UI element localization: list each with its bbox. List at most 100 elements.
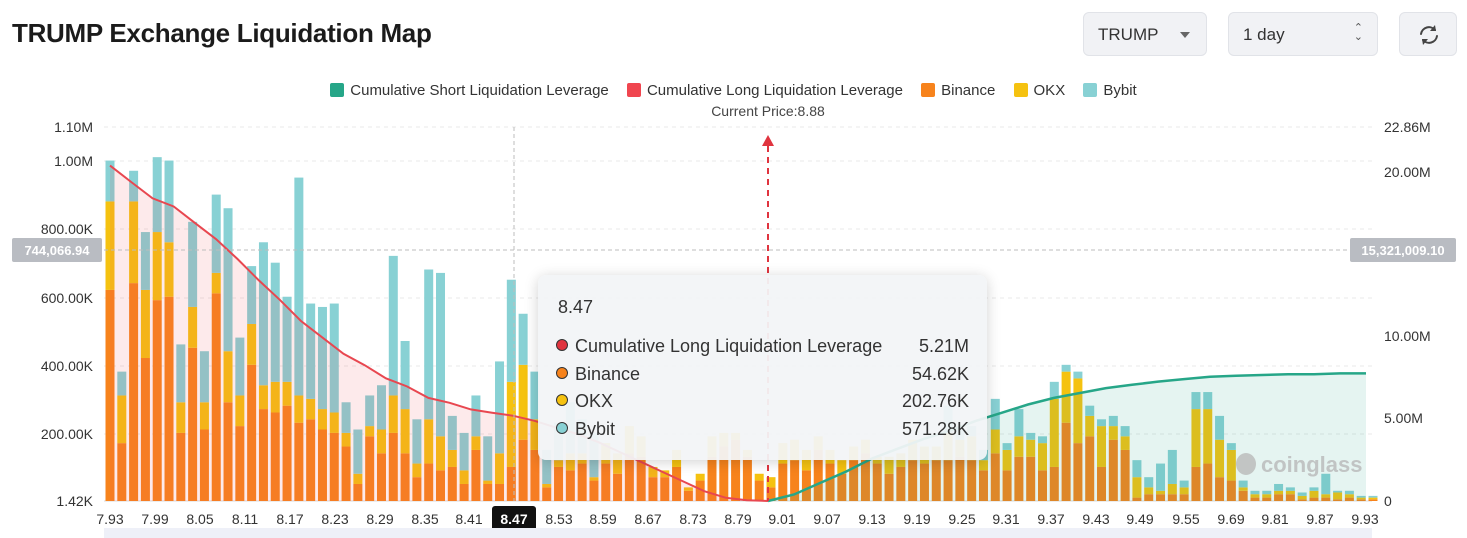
bar-binance bbox=[388, 432, 398, 501]
bar-binance bbox=[1250, 497, 1260, 501]
crosshair-right-value: 15,321,009.10 bbox=[1361, 243, 1444, 258]
bar-bybit bbox=[1297, 492, 1307, 496]
chart-scrollbar[interactable] bbox=[104, 528, 1372, 538]
bar-okx bbox=[436, 436, 446, 471]
bar-bybit bbox=[1014, 409, 1024, 437]
bar-okx bbox=[223, 351, 233, 403]
bar-binance bbox=[896, 466, 906, 501]
bar-okx bbox=[117, 395, 127, 444]
bar-okx bbox=[400, 409, 410, 454]
bar-okx bbox=[1049, 398, 1059, 467]
long-cumulative-line bbox=[109, 164, 769, 502]
bar-binance bbox=[1356, 499, 1366, 501]
bar-binance bbox=[908, 460, 918, 501]
crosshair-x-badge bbox=[492, 506, 536, 532]
bar-okx bbox=[1037, 443, 1047, 471]
x-axis-tick: 9.25 bbox=[948, 511, 975, 527]
bar-bybit bbox=[483, 436, 493, 481]
bar-binance bbox=[1061, 422, 1071, 501]
bar-okx bbox=[695, 473, 705, 481]
tooltip-dot-binance bbox=[556, 366, 568, 379]
tooltip-header: 8.47 bbox=[558, 297, 594, 317]
legend-item-binance[interactable]: Binance bbox=[921, 82, 995, 99]
bar-bybit bbox=[412, 419, 422, 464]
bar-okx bbox=[282, 381, 292, 406]
bar-binance bbox=[849, 460, 859, 501]
bar-bybit bbox=[1073, 371, 1083, 379]
bar-bybit bbox=[1356, 495, 1366, 498]
bar-bybit bbox=[376, 385, 386, 430]
bar-binance bbox=[211, 293, 221, 501]
bar-binance bbox=[683, 490, 693, 501]
left-axis-tick: 200.00K bbox=[41, 426, 94, 442]
legend-swatch-long bbox=[626, 83, 641, 97]
bar-bybit bbox=[424, 269, 434, 420]
bar-bybit bbox=[1085, 405, 1095, 416]
legend-item-short[interactable]: Cumulative Short Liquidation Leverage bbox=[330, 82, 609, 99]
right-axis-tick: 22.86M bbox=[1384, 119, 1431, 135]
bar-okx bbox=[1250, 494, 1260, 498]
bar-binance bbox=[247, 364, 257, 501]
left-axis-tick: 1.42K bbox=[56, 493, 93, 509]
bar-okx bbox=[1156, 490, 1166, 495]
up-down-icon: ⌃ ⌄ bbox=[1353, 22, 1363, 43]
bar-binance bbox=[1238, 490, 1248, 501]
bar-bybit bbox=[1203, 392, 1213, 410]
bar-okx bbox=[483, 480, 493, 484]
bar-bybit bbox=[1061, 364, 1071, 372]
bar-okx bbox=[648, 466, 658, 478]
bar-binance bbox=[1014, 456, 1024, 501]
bar-okx bbox=[1226, 449, 1236, 481]
legend-item-long[interactable]: Cumulative Long Liquidation Leverage bbox=[626, 82, 903, 99]
left-axis-tick: 400.00K bbox=[41, 358, 94, 374]
bar-binance bbox=[270, 412, 280, 501]
bar-binance bbox=[565, 470, 575, 501]
tooltip-value: 54.62K bbox=[911, 363, 969, 384]
short-cumulative-line bbox=[767, 372, 1366, 503]
legend-swatch-okx bbox=[1013, 83, 1028, 97]
bar-okx bbox=[1262, 494, 1272, 498]
x-axis-tick: 8.35 bbox=[411, 511, 438, 527]
bar-okx bbox=[683, 487, 693, 491]
coinglass-watermark: coinglass bbox=[1236, 452, 1362, 478]
bar-binance bbox=[860, 453, 870, 501]
interval-select[interactable]: 1 day ⌃ ⌄ bbox=[1228, 12, 1378, 56]
bar-bybit bbox=[329, 303, 339, 413]
chart-legend: Cumulative Short Liquidation Leverage Cu… bbox=[0, 82, 1467, 99]
bar-bybit bbox=[506, 279, 516, 382]
x-axis-tick: 9.01 bbox=[768, 511, 795, 527]
bar-binance bbox=[636, 456, 646, 501]
bar-binance bbox=[365, 436, 375, 501]
tooltip-row-okx: OKX 202.76K bbox=[556, 391, 969, 419]
tooltip-row-binance: Binance 54.62K bbox=[556, 364, 969, 392]
current-price-label: Current Price:8.88 bbox=[711, 103, 825, 119]
bar-binance bbox=[1144, 494, 1154, 501]
long-area bbox=[110, 165, 768, 501]
crosshair-left-badge bbox=[12, 238, 102, 262]
bar-okx bbox=[554, 460, 564, 467]
bar-binance bbox=[518, 439, 528, 501]
legend-item-bybit[interactable]: Bybit bbox=[1083, 82, 1137, 99]
bar-binance bbox=[1002, 470, 1012, 501]
bar-binance bbox=[471, 449, 481, 501]
bar-okx bbox=[353, 473, 363, 484]
bar-bybit bbox=[1132, 460, 1142, 478]
refresh-button[interactable] bbox=[1399, 12, 1457, 56]
bar-bybit bbox=[117, 371, 127, 396]
x-axis-tick: 9.81 bbox=[1261, 511, 1288, 527]
bar-binance bbox=[813, 449, 823, 501]
bar-binance bbox=[778, 463, 788, 501]
legend-item-okx[interactable]: OKX bbox=[1013, 82, 1065, 99]
bar-group bbox=[105, 157, 1378, 501]
bar-binance bbox=[766, 487, 776, 501]
bar-binance bbox=[1368, 499, 1378, 501]
bar-okx bbox=[105, 201, 115, 290]
x-axis-tick: 8.73 bbox=[679, 511, 706, 527]
bar-binance bbox=[140, 358, 150, 501]
bar-binance bbox=[554, 466, 564, 501]
symbol-select[interactable]: TRUMP bbox=[1083, 12, 1207, 56]
bar-binance bbox=[223, 402, 233, 501]
bar-okx bbox=[294, 395, 304, 423]
x-axis-tick: 8.59 bbox=[589, 511, 616, 527]
